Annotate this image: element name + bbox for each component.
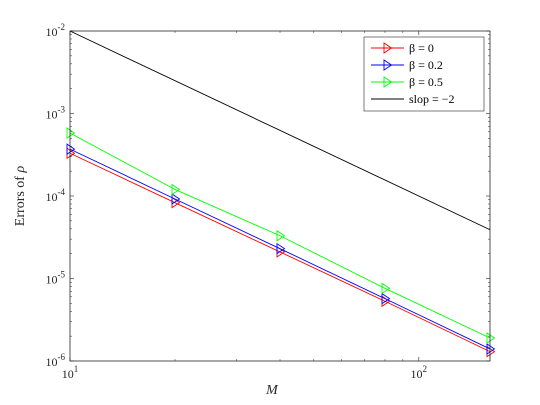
y-tick-label-3-base: 10 — [46, 108, 58, 122]
legend-item-3: slop = −2 — [371, 92, 455, 106]
x-tick-label-1: 102 — [411, 364, 428, 381]
legend-swatch-marker-1 — [383, 59, 393, 71]
legend-item-0: β = 0 — [371, 41, 434, 55]
x-tick-label-0: 101 — [62, 364, 79, 381]
legend-label-1: β = 0.2 — [409, 58, 443, 72]
x-tick-label-0-exp: 1 — [74, 364, 79, 374]
y-tick-label-0-exp: -6 — [58, 352, 66, 362]
series-2 — [66, 127, 496, 344]
y-tick-label-2-exp: -4 — [58, 187, 66, 197]
series-1-point-2 — [276, 242, 286, 255]
y-tick-label-2: 10-4 — [46, 187, 66, 204]
series-2-point-1 — [171, 183, 181, 196]
x-tick-label-0-base: 10 — [62, 367, 74, 381]
legend-swatch-marker-2 — [383, 76, 393, 88]
series-3 — [69, 30, 491, 231]
series-1 — [66, 143, 496, 355]
y-tick-label-1-base: 10 — [46, 273, 58, 287]
y-axis-label-symbol: ρ — [13, 166, 28, 174]
y-tick-label-4-base: 10 — [46, 25, 58, 39]
series-line-1 — [69, 148, 491, 350]
series-2-point-2 — [276, 229, 286, 242]
series-layer — [66, 30, 496, 358]
y-tick-label-2-base: 10 — [46, 190, 58, 204]
y-tick-label-1-exp: -5 — [58, 270, 66, 280]
series-1-point-0 — [66, 143, 76, 155]
series-2-point-3 — [381, 282, 391, 295]
legend-item-2: β = 0.5 — [371, 75, 443, 89]
series-2-point-0 — [66, 127, 76, 139]
legend-label-0: β = 0 — [409, 41, 434, 55]
x-tick-label-1-exp: 2 — [423, 364, 428, 374]
y-tick-label-4-exp: -2 — [58, 22, 66, 32]
series-1-point-3 — [381, 292, 391, 305]
series-1-point-4 — [486, 343, 496, 355]
legend-label-2: β = 0.5 — [409, 75, 443, 89]
series-2-point-4 — [486, 332, 496, 344]
legend: β = 0 β = 0.2 β = 0.5 slop = −2 — [363, 36, 485, 112]
legend-label-3: slop = −2 — [409, 92, 455, 106]
y-tick-label-0-base: 10 — [46, 355, 58, 369]
legend-swatch-marker-0 — [383, 42, 393, 54]
y-tick-label-0: 10-6 — [46, 352, 66, 369]
y-tick-label-3: 10-3 — [46, 105, 66, 122]
y-tick-label-4: 10-2 — [46, 22, 66, 39]
series-line-2 — [69, 132, 491, 339]
x-tick-label-1-base: 10 — [411, 367, 423, 381]
y-tick-label-3-exp: -3 — [58, 105, 66, 115]
legend-item-1: β = 0.2 — [371, 58, 443, 72]
y-tick-label-1: 10-5 — [46, 270, 66, 287]
y-axis-label-text: Errors of — [13, 173, 28, 227]
series-line-3 — [69, 30, 491, 231]
series-1-point-1 — [171, 193, 181, 205]
x-axis-label: M — [265, 383, 279, 398]
y-axis-label: Errors of ρ — [13, 166, 28, 227]
